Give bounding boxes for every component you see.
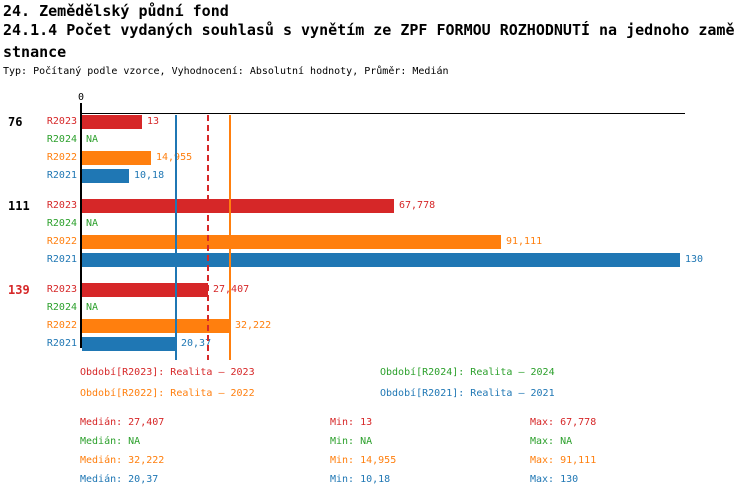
legend-item: Období[R2023]: Realita – 2023 [80,367,255,378]
axis-zero-label: 0 [77,92,85,103]
median-line [229,115,231,360]
group-label: 139 [8,283,30,297]
data-bar [82,151,151,165]
series-row-label: R2023 [46,284,77,295]
data-bar [82,115,142,129]
data-bar [82,319,230,333]
bar-value-label: 130 [685,254,704,265]
series-row-label: R2024 [46,302,77,313]
bar-value-label: 14,955 [156,151,192,165]
chart-legend: Období[R2023]: Realita – 2023 Období[R202… [80,362,700,404]
chart-stats: Medián: 27,407 Min: 13 Max: 67,778 Medián: … [80,413,740,489]
chart-subtitle-line2: stnance [3,43,67,61]
data-bar [82,283,208,297]
stats-row: Medián: 27,407 Min: 13 Max: 67,778 [80,413,740,432]
bar-value-label: 91,111 [506,236,543,247]
data-bar [82,253,680,267]
bar-value-label: 13 [147,116,160,127]
bar-value-label: 20,37 [181,338,212,349]
stat-max: Max: NA [530,436,573,447]
legend-item: Období[R2021]: Realita – 2021 [380,388,555,399]
bar-value-label: 27,407 [213,284,250,295]
stat-min: Min: NA [330,436,373,447]
series-row-label: R2022 [46,320,77,331]
stat-median: Medián: NA [80,436,141,447]
bar-value-label: 10,18 [134,170,165,181]
bar-value-label: 67,778 [399,200,436,211]
series-row-label: R2021 [46,338,77,349]
stat-median: Medián: 32,222 [80,455,165,466]
na-value-label: NA [86,218,99,229]
legend-item: Období[R2024]: Realita – 2024 [380,367,555,378]
series-row-label: R2021 [46,170,77,181]
stat-max: Max: 91,111 [530,455,597,466]
series-row-label: R2024 [46,134,77,145]
stat-max: Max: 67,778 [530,417,597,428]
data-bar [82,169,129,183]
stat-max: Max: 130 [530,474,579,485]
stat-min: Min: 13 [330,417,373,428]
stats-row: Medián: 20,37 Min: 10,18 Max: 130 [80,470,740,489]
chart-group-title: 24. Zemědělský půdní fond [3,2,229,20]
series-row-label: R2022 [46,152,77,163]
y-axis-line [80,103,82,348]
series-row-label: R2023 [46,116,77,127]
stat-median: Medián: 20,37 [80,474,159,485]
series-row-label: R2021 [46,254,77,265]
series-row-label: R2022 [46,236,77,247]
chart-subtitle-line1: 24.1.4 Počet vydaných souhlasů s vynětím… [3,21,735,39]
chart-meta-info: Typ: Počítaný podle vzorce, Vyhodnocení:… [3,66,449,77]
chart-plot: 0 76 R2023 13 R2024 NA R2022 14,955 R2021 10,18 1… [8,92,704,360]
na-value-label: NA [86,134,99,145]
stat-min: Min: 14,955 [330,455,397,466]
group-label: 76 [8,115,23,129]
legend-item: Období[R2022]: Realita – 2022 [80,388,255,399]
series-row-label: R2023 [46,200,77,211]
na-value-label: NA [86,302,99,313]
stat-min: Min: 10,18 [330,474,391,485]
data-bar [82,199,394,213]
bar-value-label: 32,222 [235,320,272,331]
data-bar [82,235,501,249]
stats-row: Medián: NA Min: NA Max: NA [80,432,740,451]
group-label: 111 [8,199,30,213]
stats-row: Medián: 32,222 Min: 14,955 Max: 91,111 [80,451,740,470]
stat-median: Medián: 27,407 [80,417,165,428]
median-line [207,115,209,360]
data-bar [82,337,176,351]
series-row-label: R2024 [46,218,77,229]
x-axis-top-line [80,113,685,114]
median-line [175,115,177,360]
